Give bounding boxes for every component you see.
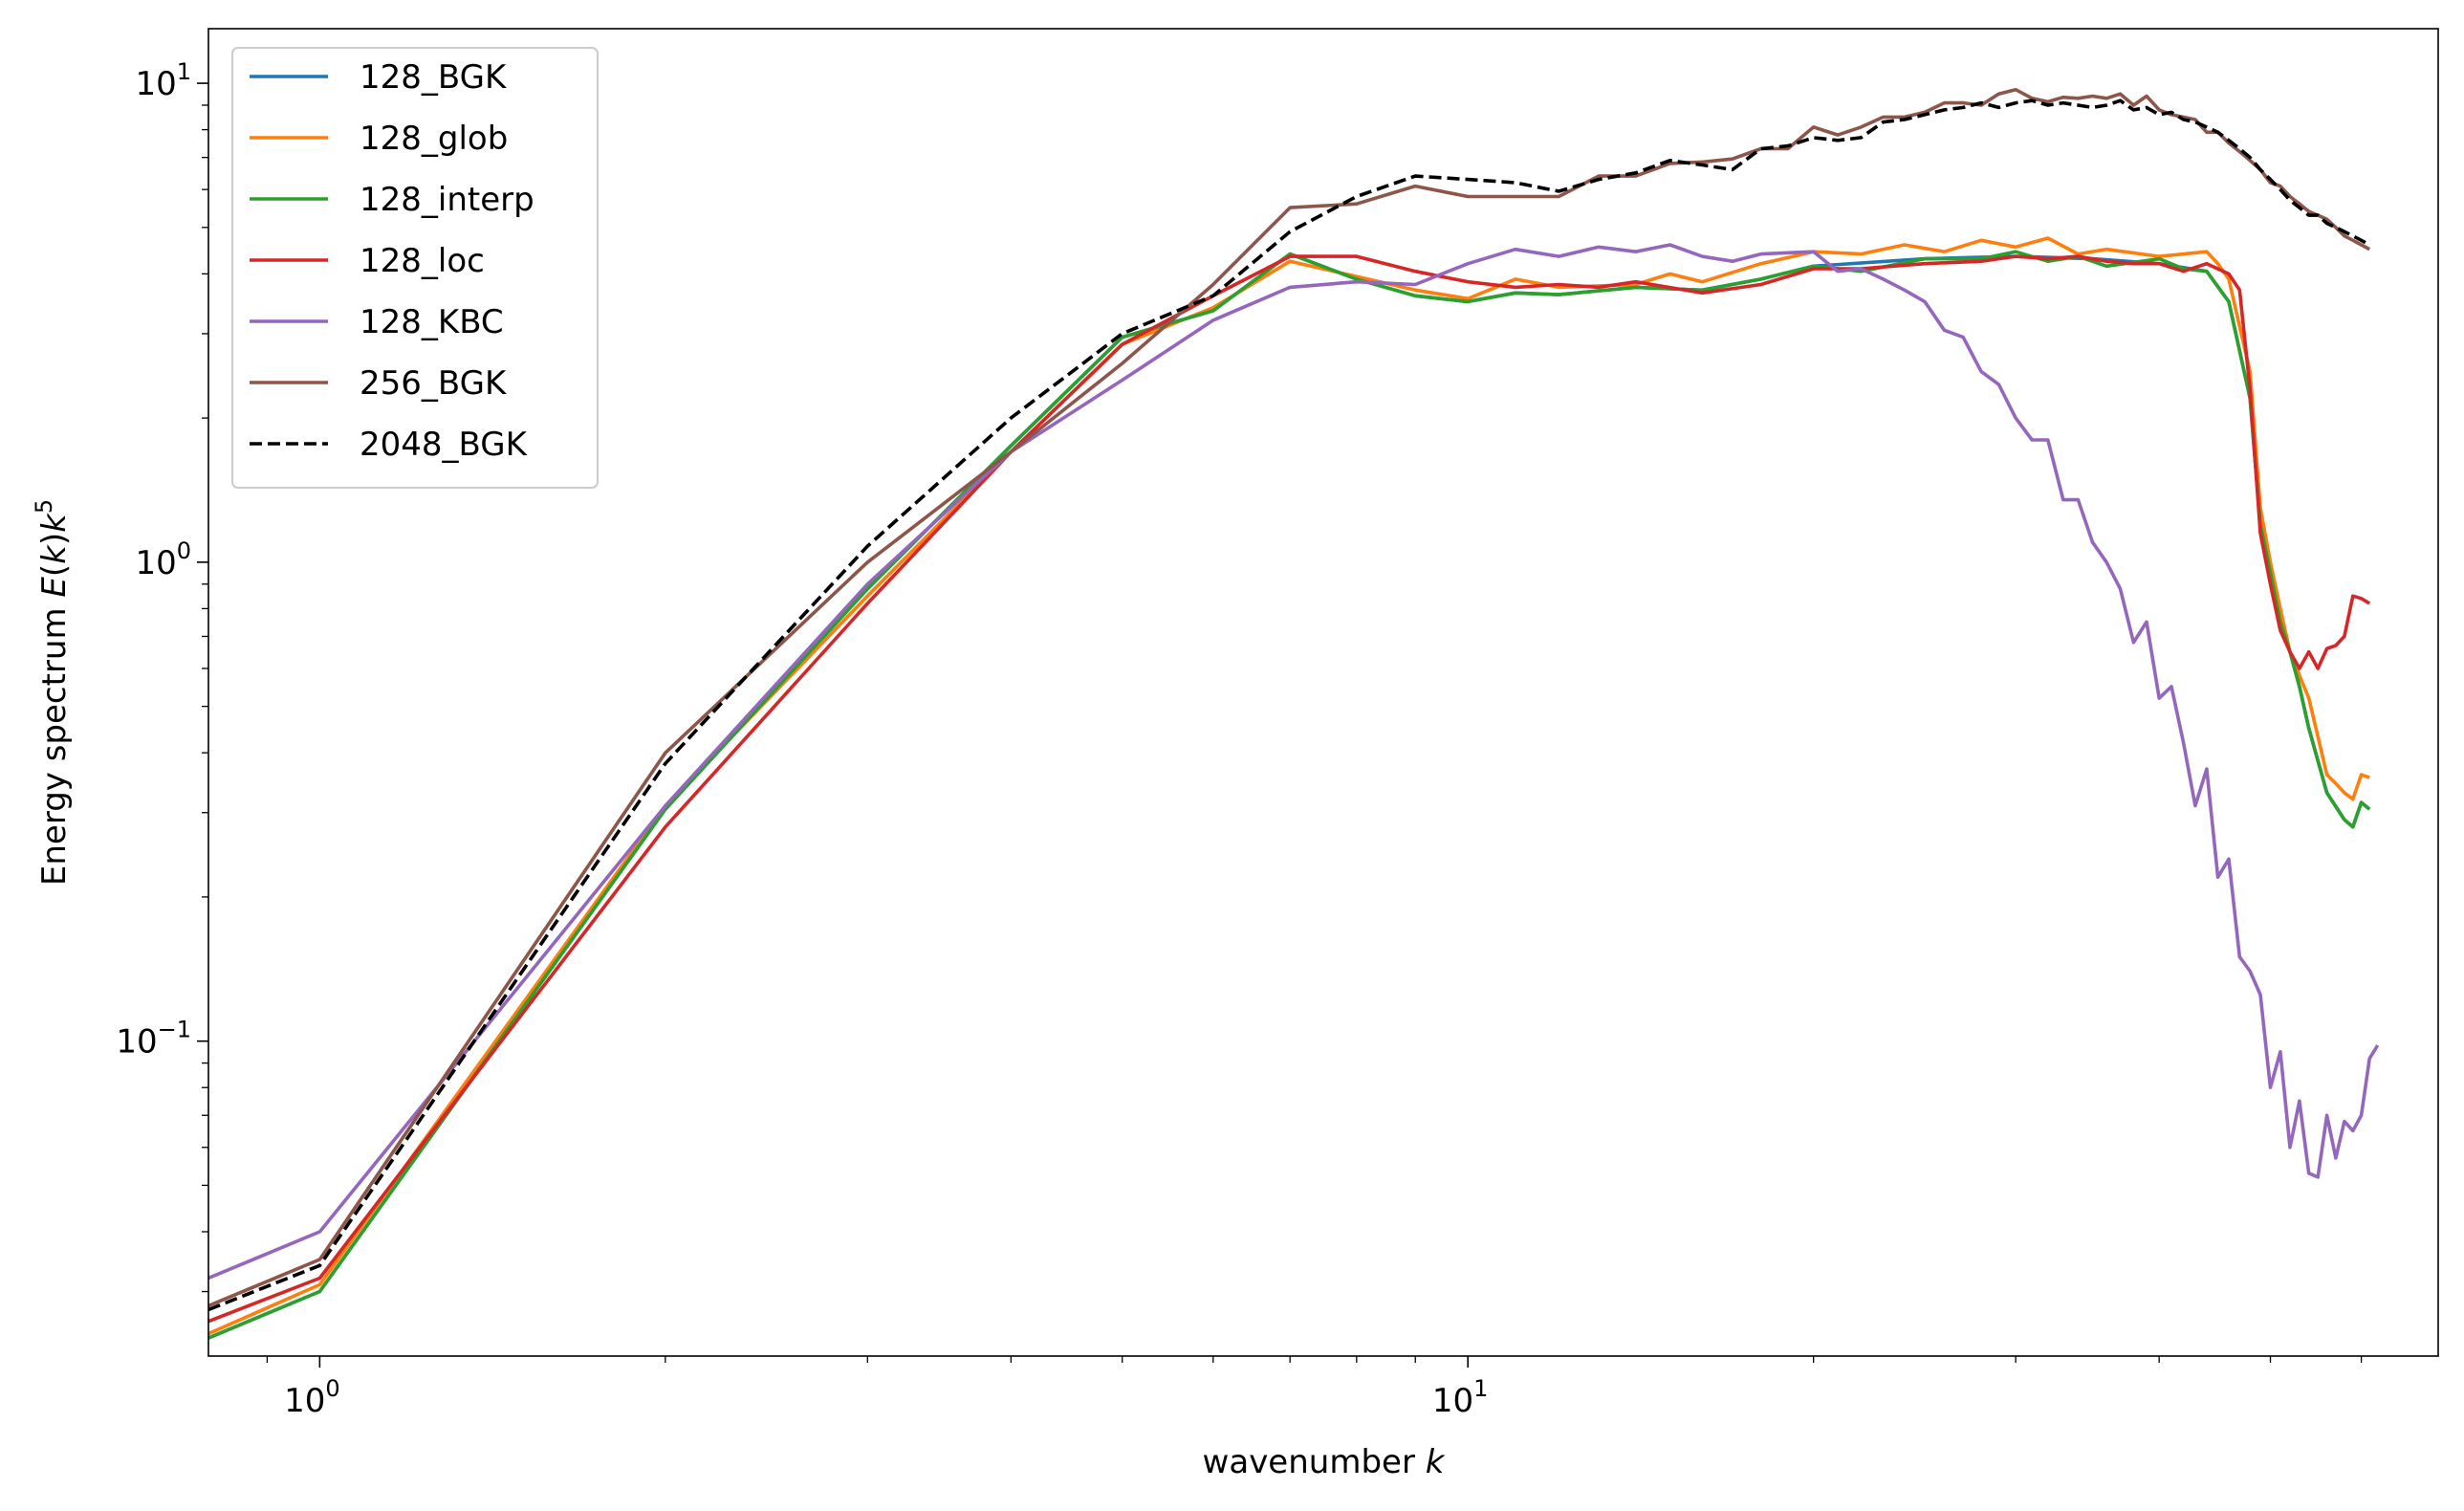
series-line-2048-bgk — [208, 99, 2371, 1312]
series-line-128-interp — [208, 250, 2371, 1340]
y-tick-label: 100 — [135, 537, 191, 582]
legend-label: 128_KBC — [360, 303, 504, 341]
plot-frame — [207, 28, 2439, 1357]
y-axis-label: Energy spectrum E(k)k5 — [31, 499, 74, 886]
legend-box — [231, 47, 599, 489]
legend-label: 256_BGK — [360, 364, 508, 403]
legend-label: 2048_BGK — [360, 426, 529, 464]
series-line-128-glob — [208, 236, 2370, 1336]
series-line-256-bgk — [208, 87, 2371, 1308]
legend-label: 128_interp — [360, 181, 534, 219]
legend-label: 128_loc — [360, 242, 485, 280]
legend-label: 128_BGK — [360, 58, 508, 97]
legend-label: 128_glob — [360, 120, 508, 158]
series-line-128-kbc — [208, 243, 2380, 1281]
x-axis-label: wavenumber k — [1203, 1443, 1446, 1481]
series-line-128-loc — [208, 254, 2371, 1324]
